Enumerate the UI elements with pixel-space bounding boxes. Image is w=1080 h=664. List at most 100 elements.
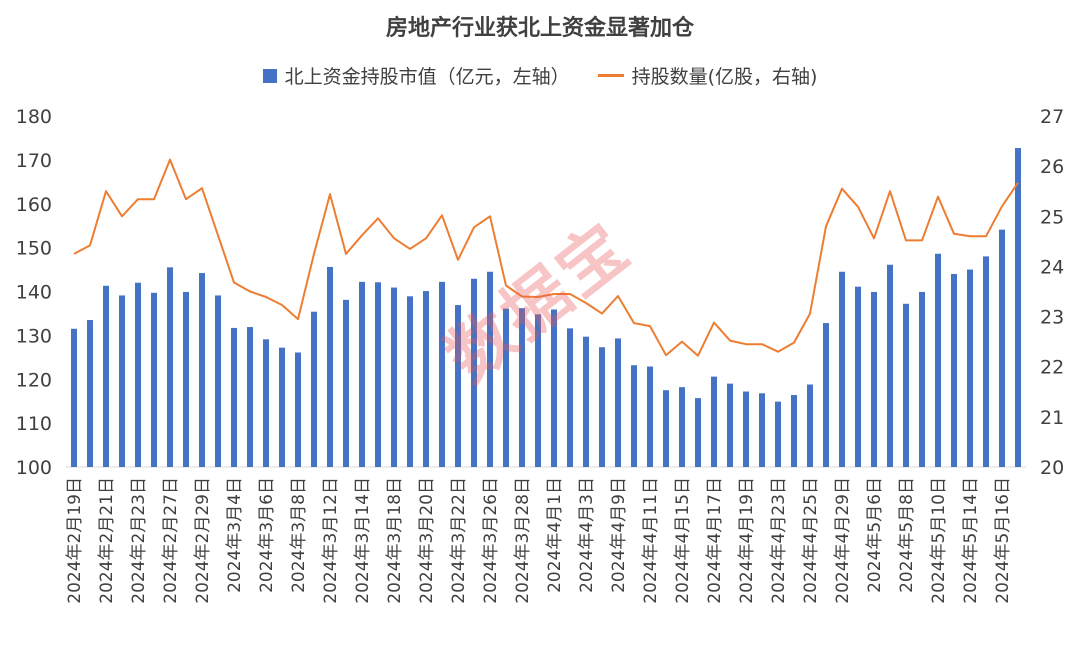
bar [823,323,829,467]
bar [455,305,461,467]
bar [871,291,877,467]
bar [791,395,797,467]
bar [119,295,125,467]
x-tick-label: 2024年4月23日 [769,477,789,604]
bar [839,271,845,467]
x-tick-label: 2024年4月11日 [641,477,661,604]
bar [263,339,269,467]
bar [311,311,317,467]
legend-label-line: 持股数量(亿股，右轴) [631,66,818,88]
bar [199,273,205,467]
bar [391,287,397,467]
x-tick-label: 2024年5月16日 [993,477,1013,604]
x-tick-label: 2024年3月18日 [385,477,405,604]
bar [983,256,989,467]
bar [631,365,637,467]
bar [439,281,445,467]
y-left-tick-label: 100 [16,457,52,479]
x-tick-label: 2024年4月9日 [609,477,629,593]
x-tick-label: 2024年3月20日 [417,477,437,604]
bar [711,376,717,467]
x-tick-label: 2024年2月23日 [129,477,149,604]
bar [599,347,605,467]
bar [775,401,781,467]
legend-label-bar: 北上资金持股市值（亿元，左轴） [284,66,570,88]
bar [647,366,653,467]
x-tick-label: 2024年5月6日 [865,477,885,593]
bar [71,328,77,467]
y-right-tick-label: 24 [1040,256,1064,278]
bar [247,327,253,467]
bar [135,282,141,467]
y-left-tick-label: 130 [16,325,52,347]
x-tick-label: 2024年4月19日 [737,477,757,604]
bar [935,253,941,467]
legend-item-line: 持股数量(亿股，右轴) [597,62,818,89]
x-tick-label: 2024年2月21日 [97,477,117,604]
bar [551,309,557,467]
bar [583,336,589,467]
bar [279,347,285,467]
y-right-tick-label: 20 [1040,457,1064,479]
x-tick-label: 2024年4月25日 [801,477,821,604]
x-tick-label: 2024年3月12日 [321,477,341,604]
y-left-tick-label: 120 [16,369,52,391]
bar [615,338,621,467]
y-right-tick-label: 25 [1040,206,1064,228]
y-right-tick-label: 22 [1040,357,1064,379]
y-left-tick-label: 170 [16,150,52,172]
y-right-tick-label: 27 [1040,106,1064,128]
bar [967,269,973,467]
y-right-tick-label: 21 [1040,407,1064,429]
x-tick-label: 2024年5月14日 [961,477,981,604]
x-tick-label: 2024年4月1日 [545,477,565,593]
chart-legend: 北上资金持股市值（亿元，左轴） 持股数量(亿股，右轴) [0,62,1080,89]
x-tick-label: 2024年5月8日 [897,477,917,593]
bar [375,282,381,467]
legend-swatch-bar [262,68,277,83]
bar [759,393,765,467]
bar [231,327,237,467]
x-tick-label: 2024年3月28日 [513,477,533,604]
x-tick-label: 2024年3月8日 [289,477,309,593]
bar [999,229,1005,467]
y-left-tick-label: 140 [16,282,52,304]
bar [295,352,301,467]
bar [87,320,93,467]
x-tick-label: 2024年4月15日 [673,477,693,604]
bar [807,384,813,467]
bar [535,314,541,467]
bar [951,273,957,467]
bar [471,278,477,467]
x-tick-label: 2024年2月19日 [65,477,85,604]
bar [695,398,701,467]
line-series-holdings [73,158,1019,357]
bar [727,383,733,467]
x-tick-label: 2024年3月26日 [481,477,501,604]
bar [407,296,413,467]
legend-swatch-line [597,74,624,77]
x-tick-label: 2024年4月3日 [577,477,597,593]
legend-item-bar: 北上资金持股市值（亿元，左轴） [262,62,570,89]
x-tick-label: 2024年3月14日 [353,477,373,604]
bar [679,387,685,467]
bar [663,390,669,467]
y-left-tick-label: 180 [16,106,52,128]
bar [903,303,909,467]
x-tick-label: 2024年4月17日 [705,477,725,604]
y-right-tick-label: 26 [1040,156,1064,178]
bar [503,308,509,467]
x-tick-label: 2024年2月27日 [161,477,181,604]
bar [887,264,893,467]
y-right-tick-label: 23 [1040,307,1064,329]
bar [359,281,365,467]
bar [743,391,749,467]
x-tick-label: 2024年3月22日 [449,477,469,604]
bar [103,285,109,467]
y-left-tick-label: 150 [16,238,52,260]
y-left-tick-label: 110 [16,413,52,435]
bar [1015,148,1021,467]
bar [519,308,525,467]
bar [423,291,429,467]
